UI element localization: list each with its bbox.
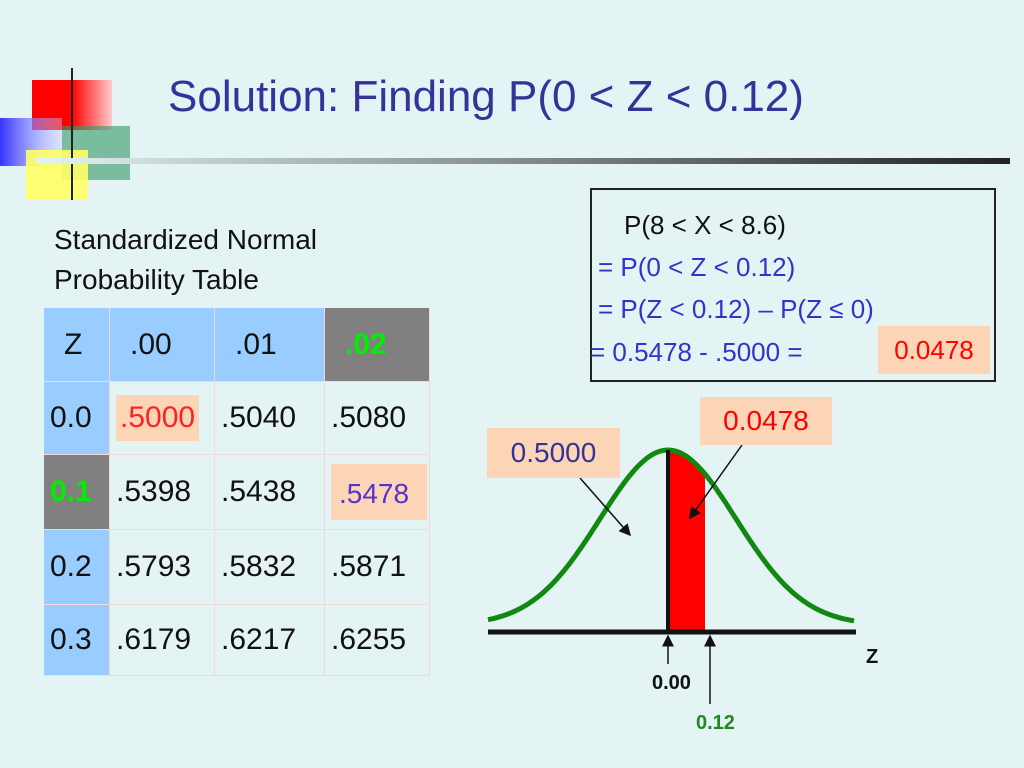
cell-text: .5478 — [331, 464, 428, 520]
calc-line: P(8 < X < 8.6) — [624, 210, 786, 240]
header-cell: .01 — [215, 308, 325, 382]
cell-text: .5080 — [331, 401, 407, 434]
cell-text: 0.0 — [50, 401, 92, 434]
cell-text: .6217 — [221, 623, 297, 656]
tick-label: 0.00 — [652, 672, 691, 694]
cell-text: .00 — [130, 327, 172, 361]
table-cell: .5080 — [325, 382, 430, 455]
cell-text: 0.1 — [50, 475, 92, 508]
cell-text: .01 — [235, 327, 277, 361]
table-cell: .5871 — [325, 530, 430, 605]
cell-text: .6255 — [331, 623, 407, 656]
shaded-area — [668, 450, 705, 632]
table-cell: .5438 — [215, 455, 325, 530]
table-cell: .6255 — [325, 605, 430, 676]
table-cell: 0.3 — [44, 605, 110, 676]
header-cell: .02 — [325, 308, 430, 382]
table-cell: .5478 — [325, 455, 430, 530]
axis-label: Z — [866, 646, 879, 668]
calc-line: = P(Z < 0.12) – P(Z ≤ 0) — [598, 294, 874, 324]
cell-text: .5832 — [221, 550, 297, 583]
table-caption: Probability Table — [54, 264, 259, 295]
cell-text: .5000 — [116, 395, 200, 441]
cell-text: .5793 — [116, 550, 192, 583]
cell-text: 0.3 — [50, 623, 92, 656]
calc-line: = 0.5478 - .5000 = — [590, 337, 803, 367]
cell-text: .5871 — [331, 550, 407, 583]
curve — [487, 447, 855, 624]
shaded-area-label: 0.0478 — [700, 397, 832, 445]
calc-box — [590, 188, 996, 382]
table-cell: 0.1 — [44, 455, 110, 530]
tick-label: 0.12 — [696, 712, 735, 734]
table-cell: .5398 — [110, 455, 215, 530]
cell-text: Z — [64, 327, 83, 361]
table-cell: .5832 — [215, 530, 325, 605]
header-cell: Z — [44, 308, 110, 382]
header-cell: .00 — [110, 308, 215, 382]
table-cell: .6217 — [215, 605, 325, 676]
cell-text: 0.2 — [50, 550, 92, 583]
calc-line: = P(0 < Z < 0.12) — [598, 252, 796, 282]
table-caption: Standardized Normal — [54, 224, 318, 255]
cell-text: .02 — [345, 327, 387, 361]
table-cell: .6179 — [110, 605, 215, 676]
cell-text: .5438 — [221, 475, 297, 508]
calc-result: 0.0478 — [878, 326, 990, 374]
cell-text: .5398 — [116, 475, 192, 508]
table-cell: 0.0 — [44, 382, 110, 455]
title: Solution: Finding P(0 < Z < 0.12) — [168, 72, 804, 121]
table-cell: .5040 — [215, 382, 325, 455]
cell-text: .5040 — [221, 401, 297, 434]
table-cell: .5793 — [110, 530, 215, 605]
left-area-label: 0.5000 — [487, 428, 620, 478]
table-cell: .5000 — [110, 382, 215, 455]
cell-text: .6179 — [116, 623, 192, 656]
table-cell: 0.2 — [44, 530, 110, 605]
